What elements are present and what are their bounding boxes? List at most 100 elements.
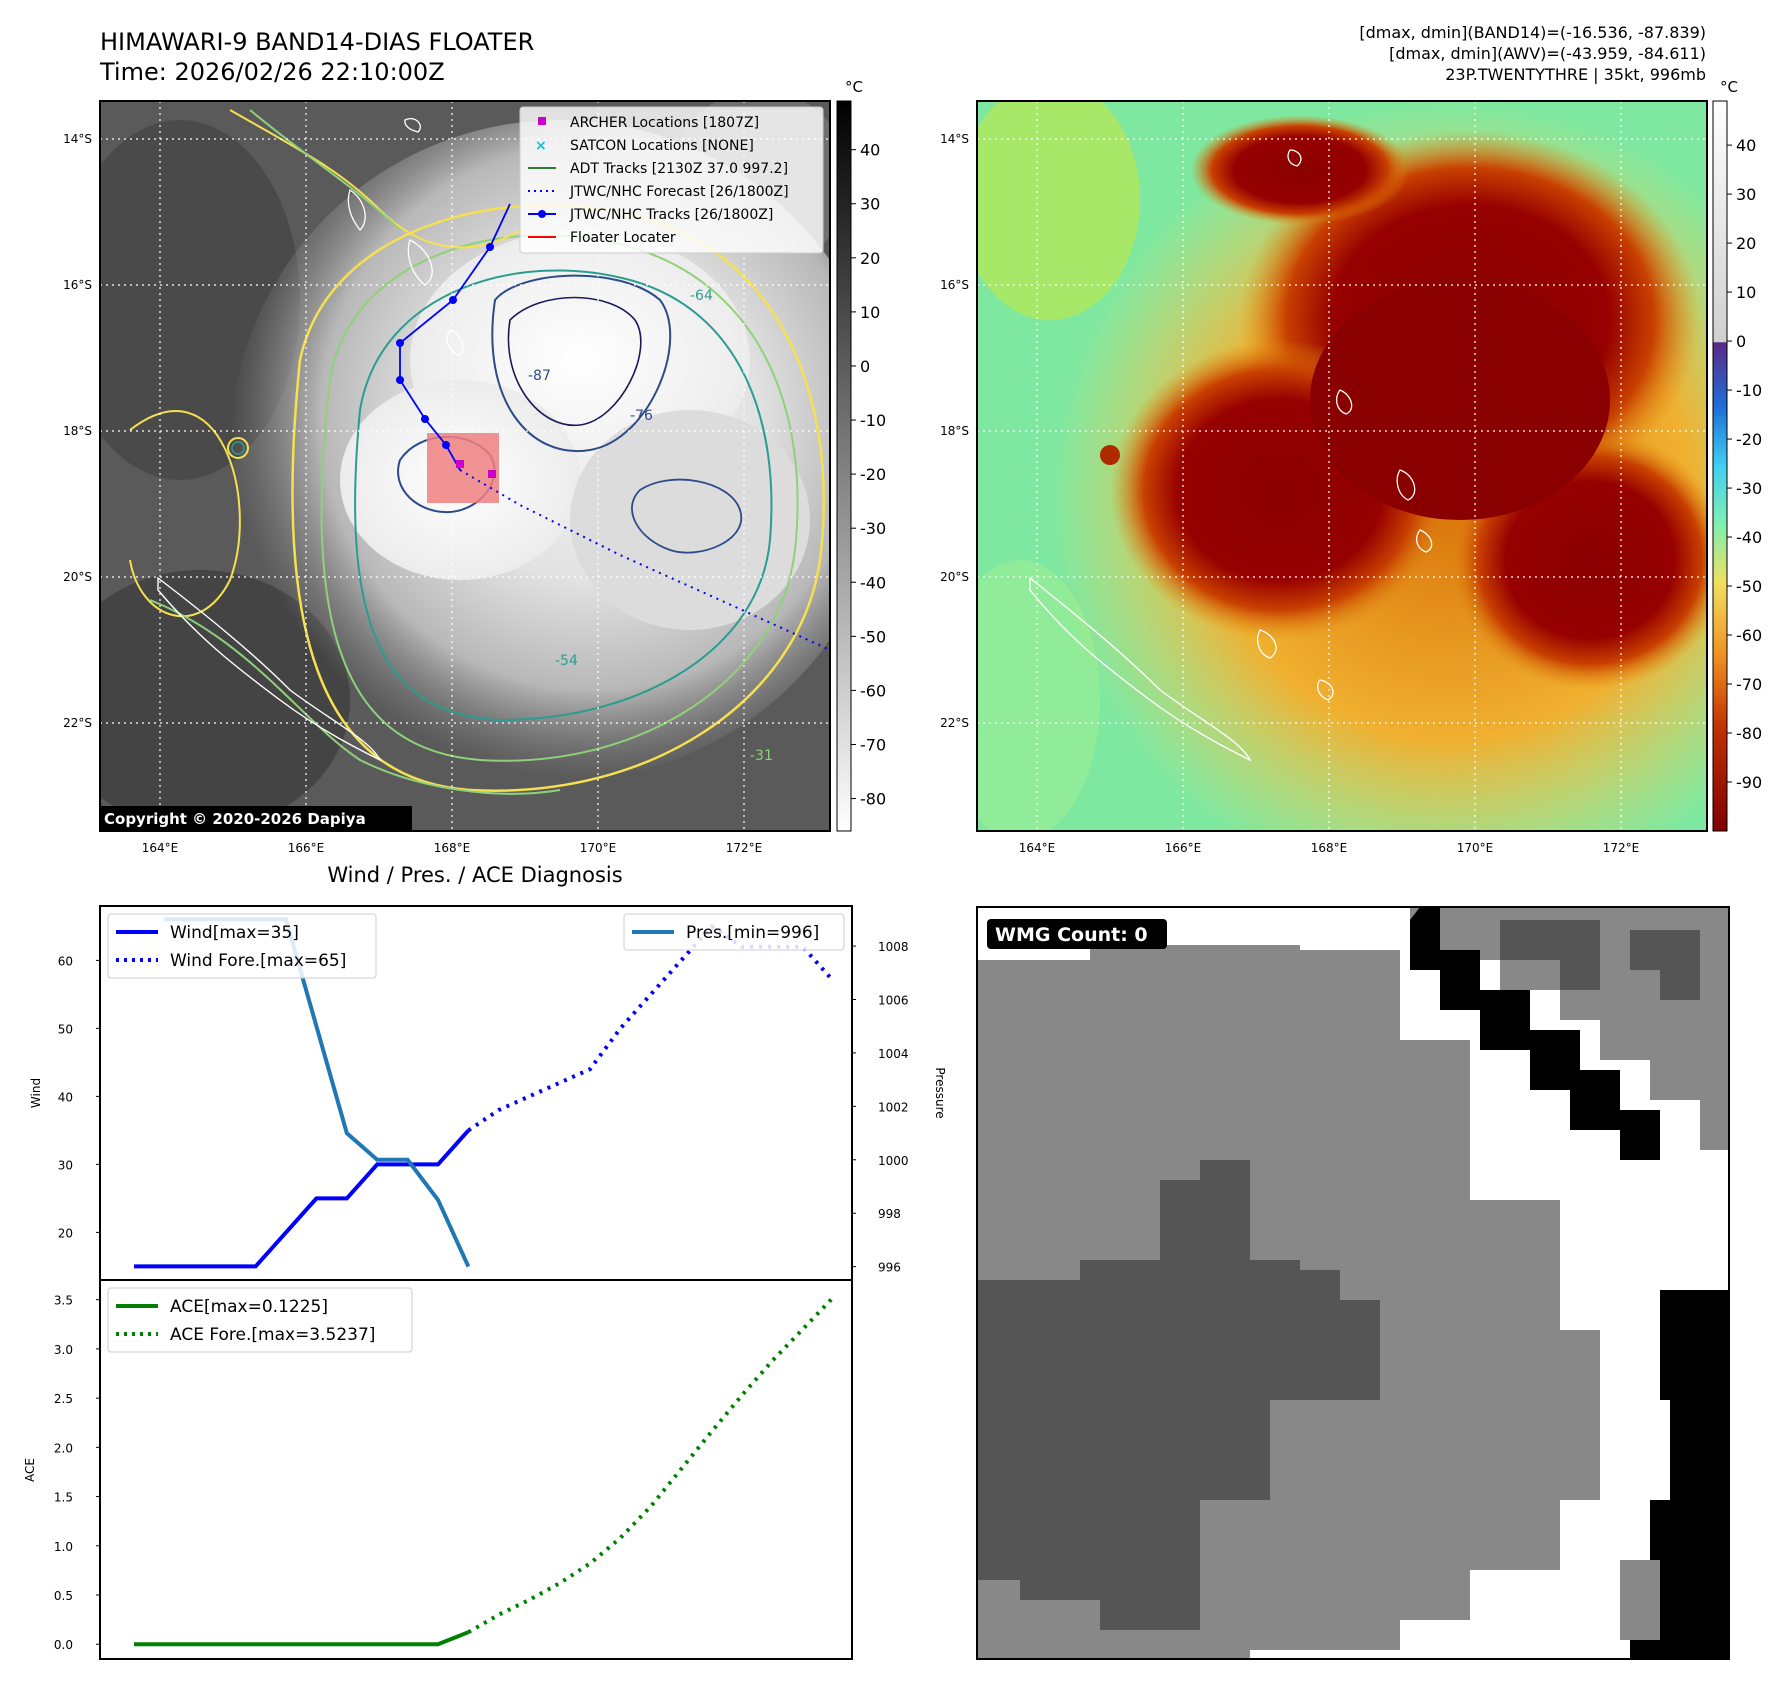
colorbar-tick-label: -90 [1736,773,1762,792]
wmg-panel [977,907,1729,1659]
ace-tick-label: 1.0 [54,1540,73,1554]
legend-adt: ADT Tracks [2130Z 37.0 997.2] [570,161,788,177]
colorbar-tick-label: -70 [860,735,886,754]
pressure-tick-label: 1008 [878,940,909,954]
wind-tick-label: 40 [58,1090,73,1104]
colorbar-tick-label: 20 [1736,234,1756,253]
awv-colorbar-ticks: 40 30 20 10 0 -10 -20 -30 -40 -50 -60 -70 -80 -90 [1727,136,1762,792]
legend-wind-fore: Wind Fore.[max=65] [170,951,346,971]
jtwc-track-points [396,243,494,449]
colorbar-tick-label: -50 [860,627,886,646]
ace-tick-label: 2.0 [54,1441,73,1455]
wmg-label-box [987,919,1167,949]
pressure-tick-label: 1006 [878,994,909,1008]
pressure-tick-label: 996 [878,1261,901,1275]
awv-lat-18s: 18°S [940,424,969,438]
wind-tick-label: 50 [58,1022,73,1036]
ir-map-frame [99,100,831,832]
colorbar-tick-label: -20 [1736,430,1762,449]
colorbar-tick-label: -40 [860,573,886,592]
colorbar-tick-label: 30 [860,195,880,214]
colorbar-tick-label: -10 [860,411,886,430]
jtwc-track [399,203,511,471]
wind-y-ticks: 20 30 40 50 60 [58,954,100,1240]
awv-map-panel [977,101,1707,831]
ir-lon-164: 164°E [142,841,179,855]
colorbar-tick-label: 40 [1736,136,1756,155]
wind-tick-label: 60 [58,954,73,968]
awv-lon-166: 166°E [1165,841,1202,855]
archer-marker [488,470,496,478]
info-band14: [dmax, dmin](BAND14)=(-16.536, -87.839) [1359,23,1706,42]
awv-lon-170: 170°E [1457,841,1494,855]
colorbar-tick-label: -30 [860,519,886,538]
pressure-legend: Pres.[min=996] [623,913,845,951]
colorbar-tick-label: -20 [860,465,886,484]
legend-tracks-dot [538,210,546,218]
awv-colorbar-unit: °C [1720,78,1738,96]
ir-colorbar-unit: °C [845,78,863,96]
ir-lat-labels: 14°S 16°S 18°S 20°S 22°S [63,132,92,730]
pressure-tick-label: 998 [878,1207,901,1221]
chart-title: Wind / Pres. / ACE Diagnosis [327,863,622,887]
ir-colorbar [836,100,852,832]
wind-tick-label: 20 [58,1226,73,1240]
wind-legend: Wind[max=35] Wind Fore.[max=65] [107,913,377,979]
contour-label-54: -54 [555,653,578,669]
ir-lon-166: 166°E [288,841,325,855]
ir-lat-16s: 16°S [63,278,92,292]
awv-lat-16s: 16°S [940,278,969,292]
awv-colorbar [1712,100,1728,832]
legend-satcon-marker: × [535,138,547,154]
ir-lon-168: 168°E [434,841,471,855]
archer-marker [456,460,464,468]
wind-axis-label: Wind [29,1078,43,1108]
ace-tick-label: 0.0 [54,1638,73,1652]
ir-lat-14s: 14°S [63,132,92,146]
ace-axis-label: ACE [23,1458,37,1482]
colorbar-tick-label: 0 [860,357,870,376]
colorbar-tick-label: 40 [860,141,880,160]
colorbar-tick-label: -70 [1736,675,1762,694]
legend-archer-marker [538,117,546,125]
awv-lat-22s: 22°S [940,716,969,730]
legend-tracks: JTWC/NHC Tracks [26/1800Z] [569,207,773,223]
info-awv: [dmax, dmin](AWV)=(-43.959, -84.611) [1389,44,1706,63]
legend-pres: Pres.[min=996] [686,923,819,943]
awv-lon-164: 164°E [1019,841,1056,855]
figure-time: Time: 2026/02/26 22:10:00Z [99,58,445,86]
colorbar-tick-label: -50 [1736,577,1762,596]
colorbar-tick-label: -60 [1736,626,1762,645]
ace-tick-label: 3.0 [54,1343,73,1357]
series-ace-max-line [134,1630,470,1647]
pressure-tick-label: 1004 [878,1047,909,1061]
ir-lat-18s: 18°S [63,424,92,438]
contour-label-87: -87 [528,368,551,384]
wmg-count: WMG Count: 0 [995,924,1148,946]
awv-map-frame [976,100,1708,832]
ir-lat-22s: 22°S [63,716,92,730]
pressure-tick-label: 1002 [878,1100,909,1114]
awv-lat-14s: 14°S [940,132,969,146]
ace-tick-label: 1.5 [54,1491,73,1505]
copyright-box [100,806,412,830]
awv-lat-labels: 14°S 16°S 18°S 20°S 22°S [940,132,969,730]
ir-lon-labels: 164°E 166°E 168°E 170°E 172°E [142,841,763,855]
figure-title: HIMAWARI-9 BAND14-DIAS FLOATER [100,28,534,56]
contour-label-31: -31 [750,748,773,764]
colorbar-tick-label: -40 [1736,528,1762,547]
colorbar-tick-label: -10 [1736,381,1762,400]
legend-floater: Floater Locater [570,230,676,246]
colorbar-tick-label: 10 [1736,283,1756,302]
colorbar-tick-label: 0 [1736,332,1746,351]
awv-lon-labels: 164°E 166°E 168°E 170°E 172°E [1019,841,1640,855]
copyright: Copyright © 2020-2026 Dapiya [104,810,366,828]
colorbar-tick-label: -60 [860,681,886,700]
ace-tick-label: 2.5 [54,1392,73,1406]
pressure-y-ticks: 996 998 1000 1002 1004 1006 1008 [852,940,909,1275]
wmg-frame [976,906,1730,1660]
colorbar-tick-label: 30 [1736,185,1756,204]
colorbar-tick-label: 10 [860,303,880,322]
pressure-tick-label: 1000 [878,1154,909,1168]
ir-lon-172: 172°E [726,841,763,855]
